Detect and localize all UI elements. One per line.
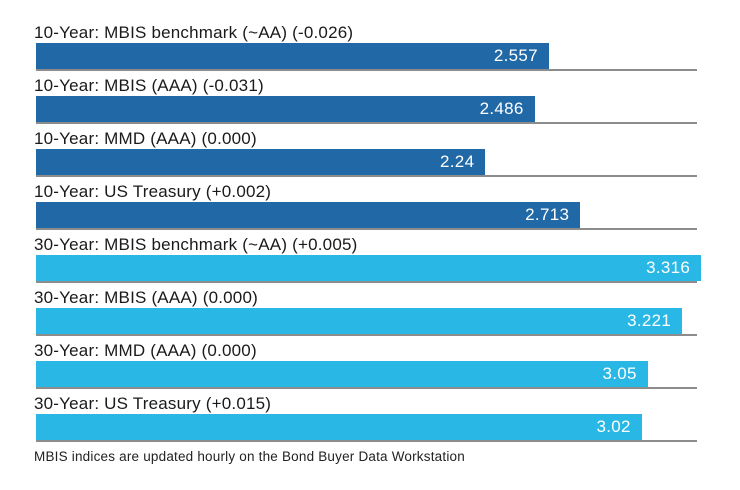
chart-row: 10-Year: MMD (AAA) (0.000) 2.24 [34,128,740,181]
row-separator-line [36,281,697,283]
bar-track: 2.713 [36,202,708,230]
bar-value-label: 3.316 [646,258,691,277]
bar-value-label: 2.713 [525,205,570,224]
bar-value-label: 2.486 [479,99,524,118]
row-separator-line [36,122,697,124]
bar-value-label: 2.557 [493,46,538,65]
row-separator-line [36,387,697,389]
chart-row: 30-Year: US Treasury (+0.015) 3.02 [34,393,740,446]
row-separator-line [36,69,697,71]
bar: 3.02 [36,414,642,440]
chart-rows: 10-Year: MBIS benchmark (~AA) (-0.026) 2… [34,22,740,446]
bar-chart-area: 10-Year: MBIS benchmark (~AA) (-0.026) 2… [34,22,740,446]
bar-value-label: 3.05 [602,364,637,383]
row-separator-line [36,334,697,336]
bar-track: 3.316 [36,255,708,283]
bar: 2.557 [36,43,549,69]
bar-value-label: 2.24 [440,152,475,171]
bar-category-label: 10-Year: US Treasury (+0.002) [34,182,272,201]
chart-row: 10-Year: US Treasury (+0.002) 2.713 [34,181,740,234]
chart-row: 10-Year: MBIS benchmark (~AA) (-0.026) 2… [34,22,740,75]
row-separator-line [36,175,697,177]
chart-row: 30-Year: MBIS (AAA) (0.000) 3.221 [34,287,740,340]
bar-category-label: 30-Year: MBIS (AAA) (0.000) [34,288,258,307]
bar-track: 3.221 [36,308,708,336]
bar: 2.486 [36,96,535,122]
bar-track: 2.557 [36,43,708,71]
bar-track: 3.05 [36,361,708,389]
bar: 3.221 [36,308,683,334]
bar: 2.713 [36,202,581,228]
row-separator-line [36,440,697,442]
bar: 3.316 [36,255,702,281]
bar-value-label: 3.02 [596,417,631,436]
bar: 3.05 [36,361,648,387]
bar-category-label: 10-Year: MMD (AAA) (0.000) [34,129,257,148]
bar: 2.24 [36,149,486,175]
bar-track: 3.02 [36,414,708,442]
bar-track: 2.24 [36,149,708,177]
bar-category-label: 10-Year: MBIS (AAA) (-0.031) [34,76,264,95]
bar-category-label: 30-Year: MMD (AAA) (0.000) [34,341,257,360]
bar-value-label: 3.221 [627,311,672,330]
chart-row: 30-Year: MMD (AAA) (0.000) 3.05 [34,340,740,393]
bar-category-label: 10-Year: MBIS benchmark (~AA) (-0.026) [34,23,354,42]
chart-row: 10-Year: MBIS (AAA) (-0.031) 2.486 [34,75,740,128]
row-separator-line [36,228,697,230]
chart-footnote: MBIS indices are updated hourly on the B… [34,449,465,464]
bar-category-label: 30-Year: MBIS benchmark (~AA) (+0.005) [34,235,358,254]
bar-category-label: 30-Year: US Treasury (+0.015) [34,394,272,413]
bar-track: 2.486 [36,96,708,124]
chart-row: 30-Year: MBIS benchmark (~AA) (+0.005) 3… [34,234,740,287]
